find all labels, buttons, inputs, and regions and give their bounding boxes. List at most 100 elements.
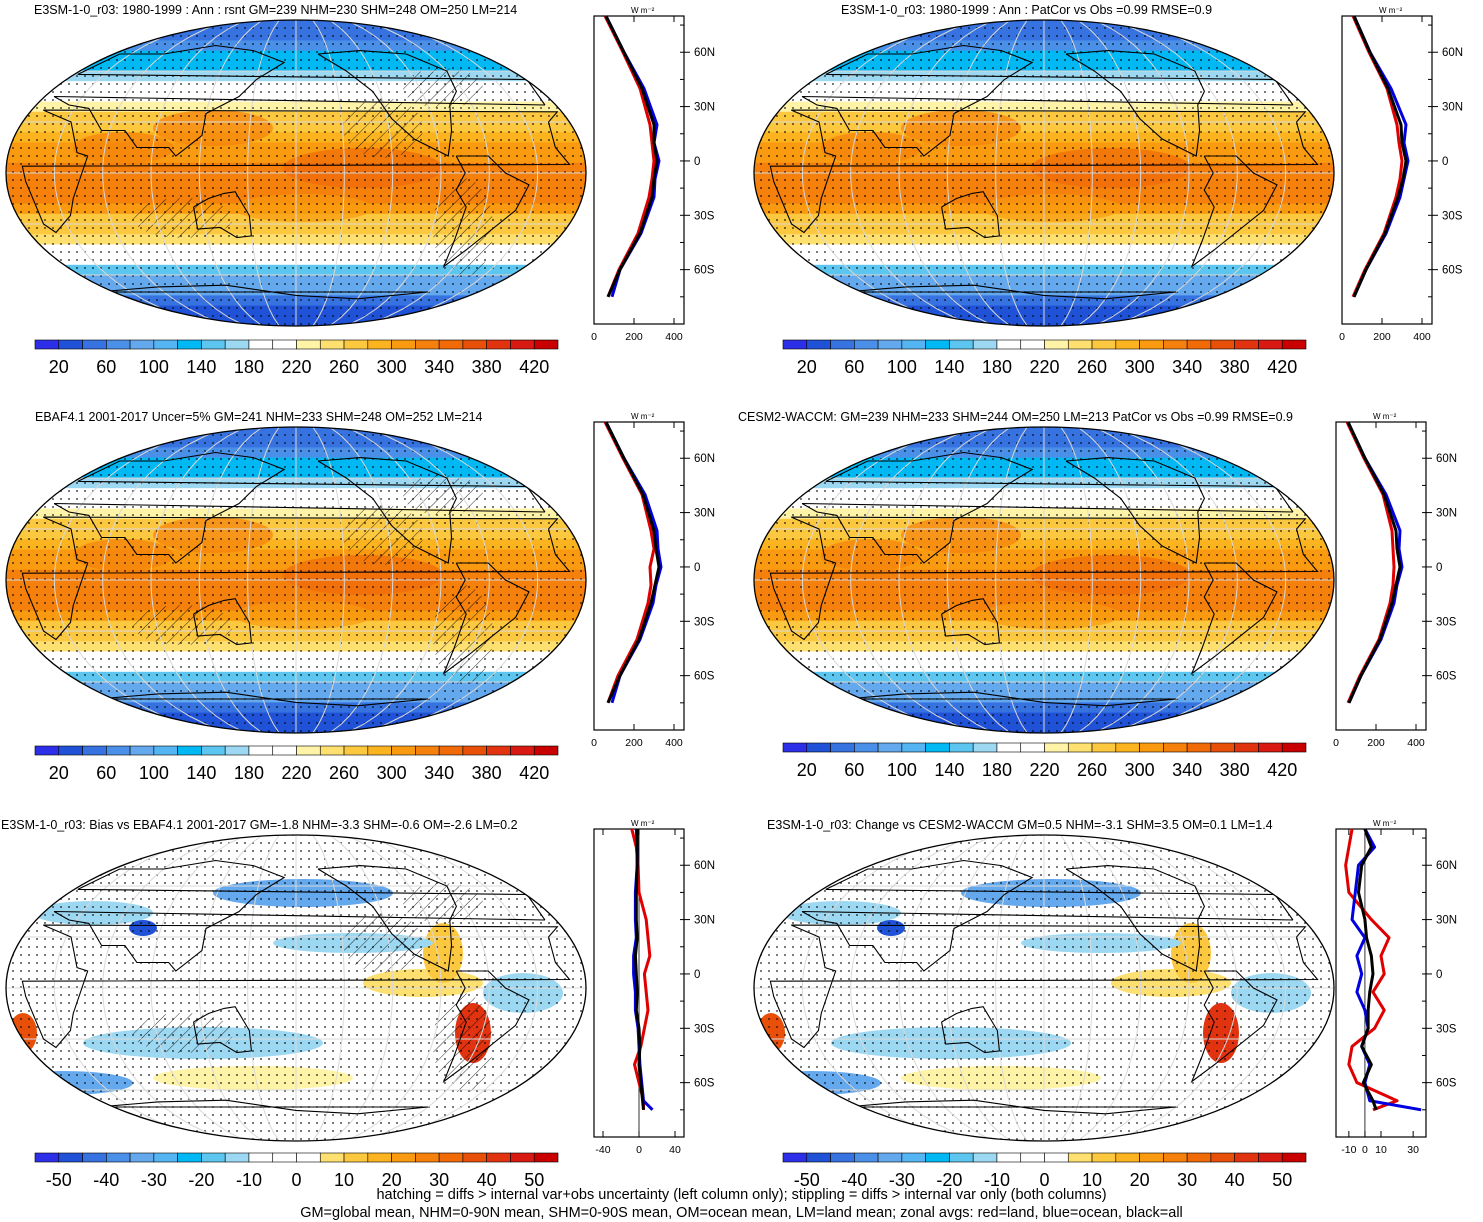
- colorbar-label: 0: [1039, 1170, 1049, 1190]
- x-tick-label: 0: [636, 1144, 642, 1156]
- graticule-lon: [247, 427, 280, 733]
- colorbar-label: 180: [234, 763, 264, 783]
- map-fill: [754, 835, 1334, 1141]
- x-tick-label: 30: [1407, 1144, 1419, 1156]
- lat-tick-label: 30N: [1436, 915, 1457, 927]
- colorbar-box: [391, 1152, 416, 1163]
- hatching: [343, 505, 423, 565]
- colorbar-label: 20: [49, 763, 69, 783]
- colorbar-label: 260: [329, 763, 359, 783]
- colorbar-box: [415, 745, 440, 756]
- graticule-lon: [312, 427, 345, 733]
- colorbar-box: [486, 339, 511, 350]
- colorbar-label: 420: [1267, 760, 1297, 780]
- map-outline: [5, 834, 587, 1142]
- graticule-lon: [1077, 427, 1142, 733]
- colorbar-box: [177, 339, 202, 350]
- colorbar-box: [1210, 339, 1235, 350]
- colorbar-box: [367, 745, 392, 756]
- graticule-lon: [102, 20, 230, 326]
- panel-2-title: E3SM-1-0_r03: 1980-1999 : Ann : PatCor v…: [841, 3, 1213, 17]
- zonal-line-all: [1357, 828, 1378, 1111]
- colorbar-box: [319, 1152, 345, 1163]
- hatching: [343, 98, 423, 158]
- map-panel-3: [5, 426, 587, 734]
- lat-tick-label: 30S: [694, 616, 715, 628]
- hatching: [403, 68, 483, 108]
- colorbar-label: 220: [281, 763, 311, 783]
- colorbar-box: [415, 339, 440, 350]
- map-panel-5: [5, 834, 587, 1142]
- zonal-plot-panel-2: W m⁻² 60N 30N 0 30S 60S 0 200 400: [1339, 6, 1463, 343]
- colorbar-box: [58, 1152, 83, 1163]
- map-fill: [6, 427, 586, 733]
- colorbar-label: 20: [382, 1170, 402, 1190]
- colorbar-box: [1186, 742, 1212, 753]
- colorbar-label: 10: [334, 1170, 354, 1190]
- coastline: [941, 1006, 1001, 1054]
- colorbar-label: 140: [186, 763, 216, 783]
- colorbar-box: [272, 1152, 297, 1163]
- colorbar-box: [391, 339, 416, 350]
- colorbar-label: 20: [49, 357, 69, 377]
- panel-6-title: E3SM-1-0_r03: Change vs CESM2-WACCM GM=0…: [767, 818, 1273, 832]
- colorbar-box: [438, 339, 464, 350]
- colorbar-label: 180: [982, 357, 1012, 377]
- zonal-units: W m⁻²: [631, 819, 655, 828]
- colorbar-label: -10: [984, 1170, 1010, 1190]
- graticule-lon: [247, 835, 280, 1141]
- colorbar-box: [996, 339, 1022, 350]
- zonal-units: W m⁻²: [1373, 819, 1397, 828]
- coastline: [941, 598, 1001, 646]
- colorbar-box: [510, 745, 535, 756]
- hatching: [403, 475, 483, 515]
- graticule-lon: [198, 20, 263, 326]
- graticule-lon: [379, 20, 539, 326]
- lat-tick-label: 0: [1436, 562, 1442, 574]
- graticule-lon: [1094, 835, 1190, 1141]
- colorbar-box: [510, 339, 535, 350]
- colorbar-label: 220: [281, 357, 311, 377]
- panel-5-title: E3SM-1-0_r03: Bias vs EBAF4.1 2001-2017 …: [1, 818, 518, 832]
- colorbar-panel-6: -50 -40 -30 -20 -10 0 10 20 30 40 50: [782, 1152, 1307, 1190]
- graticule-lon: [1094, 20, 1190, 326]
- colorbar-label: -50: [794, 1170, 820, 1190]
- x-tick-label: 0: [591, 737, 597, 749]
- lat-tick-label: 60N: [1442, 47, 1463, 59]
- colorbar-box: [782, 742, 808, 753]
- colorbar-label: 380: [472, 357, 502, 377]
- colorbar-box: [462, 339, 487, 350]
- zonal-frame: [593, 15, 685, 325]
- colorbar-label: 380: [1220, 760, 1250, 780]
- map-outline: [753, 426, 1335, 734]
- colorbar-label: 60: [844, 760, 864, 780]
- colorbar-box: [1115, 1152, 1140, 1163]
- coastline: [801, 44, 1294, 157]
- coastline: [1190, 562, 1278, 676]
- colorbar-label: 180: [982, 760, 1012, 780]
- colorbar-label: 340: [424, 763, 454, 783]
- colorbar-box: [296, 1152, 321, 1163]
- colorbar-box: [854, 1152, 879, 1163]
- coastline: [53, 859, 546, 972]
- coastline: [21, 516, 571, 641]
- coastline: [21, 109, 571, 234]
- graticule-lon: [801, 835, 961, 1141]
- graticule-lon: [850, 20, 978, 326]
- map-panel-1: [5, 19, 587, 327]
- colorbar-box: [1258, 339, 1283, 350]
- zonal-frame: [1335, 421, 1427, 731]
- colorbar-box: [224, 745, 250, 756]
- colorbar-label: -40: [841, 1170, 867, 1190]
- graticule-lon: [150, 20, 246, 326]
- colorbar-box: [272, 745, 297, 756]
- colorbar-box: [1186, 339, 1212, 350]
- colorbar-label: 40: [1225, 1170, 1245, 1190]
- colorbar-box: [806, 339, 831, 350]
- graticule-lon: [379, 427, 539, 733]
- x-tick-label: 400: [665, 331, 683, 343]
- colorbar-box: [925, 742, 950, 753]
- zonal-units: W m⁻²: [631, 412, 655, 421]
- colorbar-label: -50: [46, 1170, 72, 1190]
- map-outline: [5, 19, 587, 327]
